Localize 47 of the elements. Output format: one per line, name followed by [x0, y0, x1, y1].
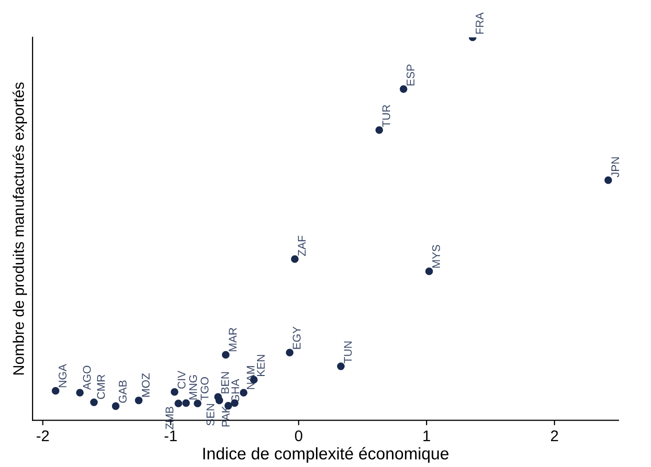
point	[290, 255, 299, 263]
point	[216, 396, 224, 404]
point	[174, 400, 182, 408]
point	[182, 399, 190, 407]
point	[194, 400, 202, 408]
point	[286, 348, 294, 356]
point	[90, 398, 98, 406]
x-tick-label: -2	[36, 430, 49, 442]
x-tick-label: 1	[423, 430, 430, 442]
annotation: SEN	[206, 404, 214, 426]
point	[375, 126, 384, 134]
x-axis-title: Indice de complexité économique	[203, 447, 448, 463]
x-tick-label: 2	[551, 430, 558, 442]
annotation: MYS	[432, 244, 440, 268]
annotation: ESP	[406, 64, 414, 86]
annotation: TUR	[382, 104, 390, 128]
x-tick-label: 0	[294, 430, 302, 442]
x-tick-label: -1	[164, 430, 177, 442]
annotation: EGY	[292, 326, 301, 349]
annotation: TGO	[200, 377, 209, 400]
annotation: MNG	[189, 375, 197, 400]
point	[337, 362, 345, 370]
point	[52, 386, 60, 395]
annotation: AGO	[82, 366, 91, 390]
annotation: ZAF	[298, 236, 306, 256]
annotation: CIV	[178, 370, 186, 389]
point	[425, 268, 433, 276]
point	[604, 176, 612, 184]
annotation: NGA	[58, 364, 67, 388]
y-axis-title: Nombre de produits manufacturés exportés	[12, 82, 27, 374]
annotation: TUN	[344, 342, 352, 364]
point	[170, 388, 178, 396]
point	[76, 388, 84, 397]
point	[112, 402, 120, 410]
annotation: ZMB	[166, 406, 174, 430]
annotation: CMR	[97, 374, 105, 399]
annotation: BEN	[221, 372, 229, 394]
annotation: GAB	[118, 380, 127, 403]
point	[222, 350, 230, 359]
point	[400, 85, 408, 93]
annotation: FRA	[476, 12, 484, 34]
annotation: MAR	[228, 328, 237, 352]
annotation: KEN	[257, 354, 265, 376]
point	[240, 388, 248, 397]
annotation: JPN	[611, 157, 620, 178]
point	[134, 396, 143, 404]
annotation: MOZ	[142, 373, 150, 397]
